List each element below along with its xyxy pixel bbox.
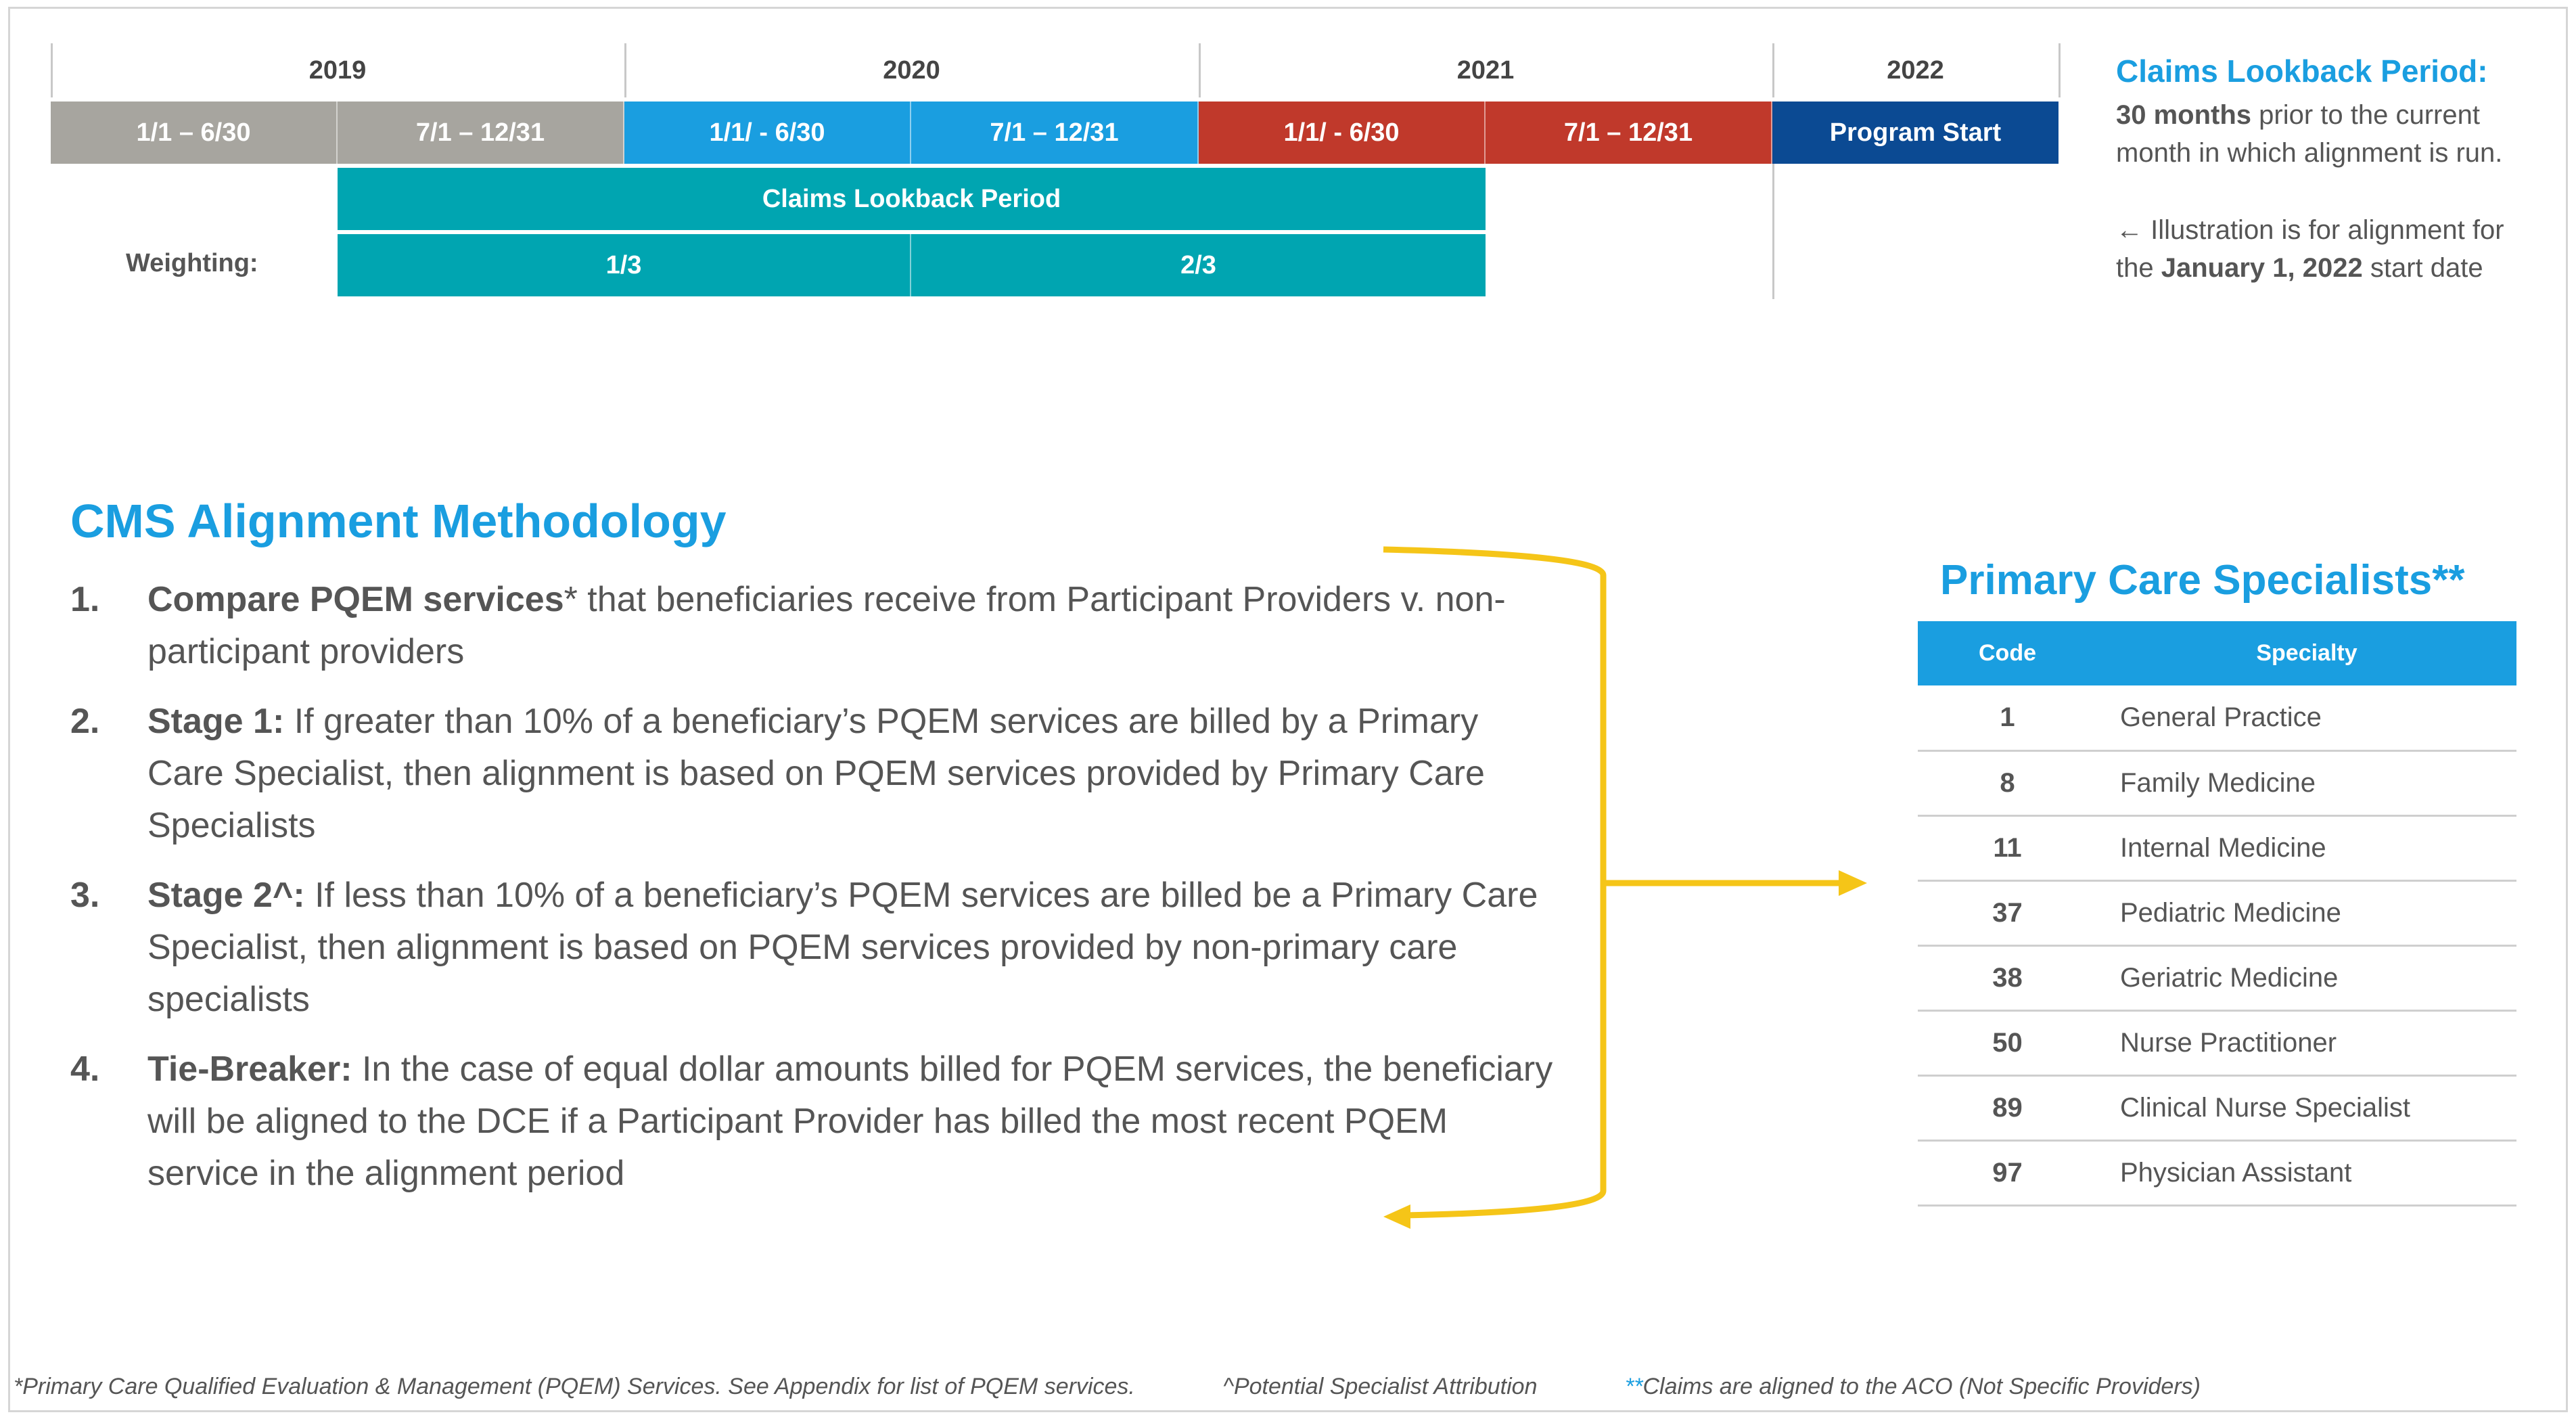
timeline-divider [1772,164,1774,299]
table-row: 89 Clinical Nurse Specialist [1918,1075,2516,1142]
footnote-specialist: ^Potential Specialist Attribution [1223,1374,1538,1399]
pcs-table: Code Specialty 1 General Practice 8 Family… [1918,621,2516,1207]
lookback-months: 30 months [2116,100,2252,130]
bracket-line [1383,546,1607,1219]
table-row: 37 Pediatric Medicine [1918,880,2516,947]
table-row: 8 Family Medicine [1918,750,2516,817]
illustration-note-line: the January 1, 2022 start date [2116,249,2562,287]
footnote-aco: **Claims are aligned to the ACO (Not Spe… [1625,1374,2201,1400]
methodology-step: 1. Compare PQEM services* that beneficia… [70,574,1559,678]
program-start-segment: Program Start [1772,102,2058,164]
table-row: 38 Geriatric Medicine [1918,945,2516,1012]
year-divider [624,43,626,97]
specialty-cell: Clinical Nurse Specialist [2097,1075,2516,1142]
year-label: 2019 [308,55,367,85]
step-text: Tie-Breaker: In the case of equal dollar… [147,1043,1559,1200]
step-number: 2. [70,702,100,741]
footnote-aco-text: Claims are aligned to the ACO (Not Speci… [1642,1374,2201,1399]
table-row: 50 Nurse Practitioner [1918,1010,2516,1077]
table-row: 1 General Practice [1918,685,2516,752]
year-divider [1772,43,1774,97]
weight-bar: 2/3 [911,234,1486,296]
table-row: 11 Internal Medicine [1918,815,2516,882]
period-segment: 7/1 – 12/31 [1486,102,1772,164]
code-cell: 11 [1918,815,2097,882]
start-date: January 1, 2022 [2161,253,2363,283]
specialty-cell: Nurse Practitioner [2097,1010,2516,1077]
step-heading: Tie-Breaker: [147,1050,352,1089]
step-body: In the case of equal dollar amounts bill… [147,1050,1553,1193]
weighting-label: Weighting: [126,249,258,277]
illustration-note-text: Illustration is for alignment for [2150,215,2504,245]
column-header-code: Code [1918,621,2097,685]
period-segment: 1/1/ - 6/30 [624,102,911,164]
methodology-steps: 1. Compare PQEM services* that beneficia… [70,574,1559,1217]
arrow-left-icon: ← [2116,215,2151,245]
code-cell: 89 [1918,1075,2097,1142]
step-heading: Stage 1: [147,702,285,741]
pcs-title: Primary Care Specialists** [1940,557,2465,604]
step-body: If greater than 10% of a beneficiary’s P… [147,702,1485,845]
specialty-cell: Physician Assistant [2097,1140,2516,1207]
slide-frame [8,7,2568,1412]
step-number: 1. [70,580,100,619]
step-text: Stage 2^: If less than 10% of a benefici… [147,870,1559,1026]
step-number: 4. [70,1050,100,1089]
specialty-cell: General Practice [2097,685,2516,752]
year-label: 2022 [1887,55,1944,85]
year-label: 2021 [1456,55,1515,85]
period-segment: 1/1/ - 6/30 [1199,102,1486,164]
step-text: Compare PQEM services* that beneficiarie… [147,574,1559,678]
code-cell: 97 [1918,1140,2097,1207]
column-header-specialty: Specialty [2097,621,2516,685]
year-divider [2058,43,2061,97]
methodology-step: 3. Stage 2^: If less than 10% of a benef… [70,870,1559,1026]
specialty-cell: Geriatric Medicine [2097,945,2516,1012]
table-row: 97 Physician Assistant [1918,1140,2516,1207]
period-segment: 7/1 – 12/31 [338,102,624,164]
year-label: 2020 [883,55,940,85]
step-heading: Stage 2^: [147,876,305,915]
specialty-cell: Pediatric Medicine [2097,880,2516,947]
methodology-step: 2. Stage 1: If greater than 10% of a ben… [70,696,1559,852]
arrow-left-icon [1383,1204,1410,1229]
step-number: 3. [70,876,100,915]
period-segment: 1/1 – 6/30 [51,102,338,164]
methodology-title: CMS Alignment Methodology [70,495,727,547]
step-heading: Compare PQEM services [147,580,564,619]
lookback-note-text: prior to the current [2251,100,2480,130]
lookback-note-line: month in which alignment is run. [2116,138,2503,168]
step-body: * that beneficiaries receive from Partic… [147,580,1506,671]
footnote-marker: ** [1625,1374,1643,1399]
period-segment: 7/1 – 12/31 [911,102,1199,164]
step-body: If less than 10% of a beneficiary’s PQEM… [147,876,1538,1019]
code-cell: 1 [1918,685,2097,752]
lookback-note-title: Claims Lookback Period: [2116,53,2488,89]
methodology-step: 4. Tie-Breaker: In the case of equal dol… [70,1043,1559,1200]
weight-bar: 1/3 [338,234,911,296]
specialty-cell: Internal Medicine [2097,815,2516,882]
table-header-row: Code Specialty [1918,621,2516,685]
year-divider [1199,43,1201,97]
specialty-cell: Family Medicine [2097,750,2516,817]
code-cell: 37 [1918,880,2097,947]
lookback-note-line: 30 months prior to the current [2116,96,2562,134]
arrow-right-icon [1839,870,1867,896]
footnote-pqem: *Primary Care Qualified Evaluation & Man… [14,1374,1135,1399]
code-cell: 38 [1918,945,2097,1012]
step-text: Stage 1: If greater than 10% of a benefi… [147,696,1559,852]
lookback-bar: Claims Lookback Period [338,168,1486,230]
code-cell: 50 [1918,1010,2097,1077]
year-divider [51,43,53,97]
illustration-note-text: start date [2362,253,2483,283]
code-cell: 8 [1918,750,2097,817]
illustration-note-line: ← Illustration is for alignment for [2116,211,2562,249]
illustration-note-text: the [2116,253,2161,283]
